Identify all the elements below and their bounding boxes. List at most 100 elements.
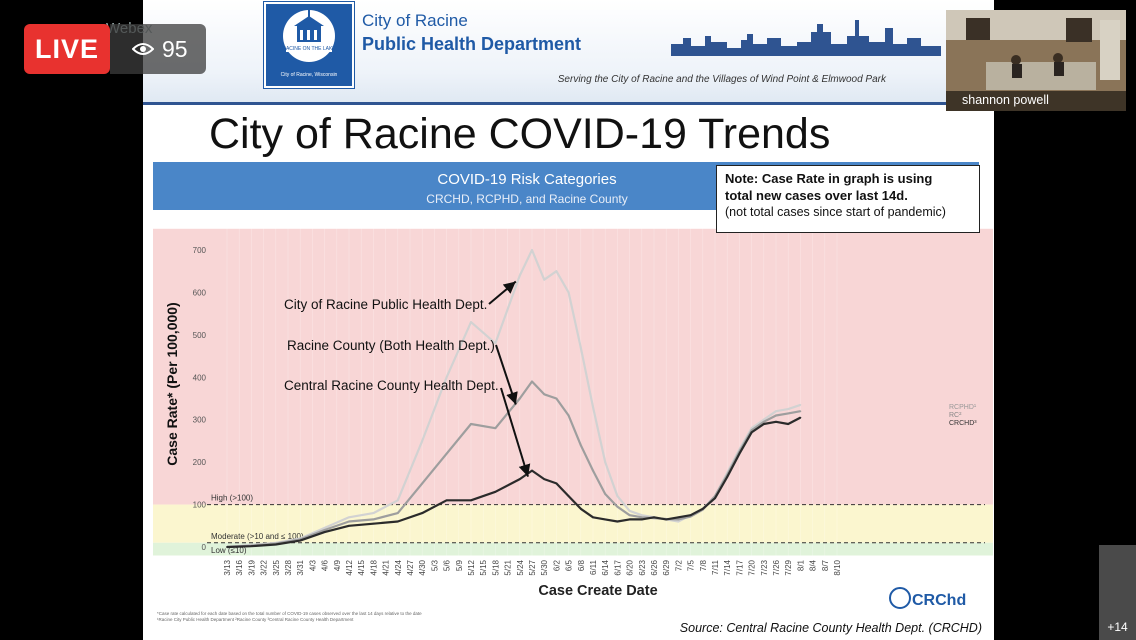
y-tick-label: 500 xyxy=(193,331,207,340)
covid-trend-chart: COVID-19 Risk Categories CRCHD, RCPHD, a… xyxy=(153,162,993,622)
x-tick-label: 7/11 xyxy=(711,559,720,575)
risk-band-2 xyxy=(153,542,993,556)
data-point-crchd xyxy=(628,518,631,521)
x-tick-label: 8/4 xyxy=(809,559,818,571)
x-tick-label: 3/13 xyxy=(223,559,232,575)
data-point-rc xyxy=(628,514,631,517)
data-point-rcphd xyxy=(494,342,497,345)
data-point-rcphd xyxy=(543,278,546,281)
end-label-rc: RC² xyxy=(949,412,962,419)
x-tick-label: 3/25 xyxy=(272,559,281,575)
risk-band-label-1: Moderate (>10 and ≤ 100) xyxy=(211,532,304,541)
risk-bands xyxy=(153,213,993,557)
y-tick-label: 100 xyxy=(193,501,207,510)
data-point-crchd xyxy=(653,516,655,519)
crchd-logo: CRChd xyxy=(889,587,966,609)
data-point-rc xyxy=(592,469,594,472)
slide-header: RACINE ON THE LAKE City of Racine, Wisco… xyxy=(143,0,994,104)
logo-text-bottom: City of Racine, Wisconsin xyxy=(281,72,338,78)
data-point-crchd xyxy=(689,514,692,517)
y-tick-label: 300 xyxy=(193,416,207,425)
slide-title: City of Racine COVID-19 Trends xyxy=(209,110,831,158)
x-tick-label: 6/20 xyxy=(626,559,635,575)
x-tick-label: 7/17 xyxy=(735,559,744,575)
data-point-crchd xyxy=(701,507,704,510)
source-citation: Source: Central Racine County Health Dep… xyxy=(679,621,982,635)
data-point-rcphd xyxy=(445,376,448,379)
data-point-rc xyxy=(787,412,790,415)
data-point-rc xyxy=(396,512,399,514)
data-point-rcphd xyxy=(579,346,582,349)
data-point-crchd xyxy=(274,543,277,546)
data-point-rc xyxy=(323,529,326,531)
data-point-rc xyxy=(494,427,497,430)
x-tick-label: 4/24 xyxy=(394,559,403,575)
data-point-rc xyxy=(518,397,521,400)
y-tick-label: 700 xyxy=(193,246,207,255)
data-point-crchd xyxy=(762,423,765,425)
data-point-rcphd xyxy=(396,499,399,502)
data-point-crchd xyxy=(714,497,716,500)
data-point-crchd xyxy=(323,531,326,534)
y-axis-label: Case Rate* (Per 100,000) xyxy=(164,302,180,465)
chart-title: COVID-19 Risk Categories xyxy=(437,171,616,188)
x-tick-label: 5/6 xyxy=(443,559,452,571)
annotation-crchd: Central Racine County Health Dept. xyxy=(284,378,499,393)
x-tick-label: 5/9 xyxy=(455,559,464,571)
participant-video-tile[interactable]: shannon powell xyxy=(946,10,1126,111)
series-line-crchd xyxy=(226,416,801,549)
data-point-rcphd xyxy=(799,403,802,406)
data-point-rc xyxy=(470,423,472,425)
x-tick-label: 6/14 xyxy=(601,559,610,575)
data-point-rc xyxy=(762,420,765,423)
crchd-logo-text: CRChd xyxy=(912,592,966,609)
chart-subtitle: CRCHD, RCPHD, and Racine County xyxy=(426,192,627,206)
x-axis: 3/13 3/16 3/19 3/22 3/25 3/28 3/31 4/3 4/6 4/9 4/1… xyxy=(223,559,842,575)
x-tick-label: 5/21 xyxy=(504,559,513,575)
x-tick-label: 6/17 xyxy=(613,559,622,575)
data-point-rcphd xyxy=(555,270,558,273)
data-point-rcphd xyxy=(323,527,326,529)
presentation-slide: RACINE ON THE LAKE City of Racine, Wisco… xyxy=(143,0,994,640)
x-tick-label: 7/8 xyxy=(699,559,708,571)
data-point-crchd xyxy=(543,478,546,481)
data-point-crchd xyxy=(738,452,741,455)
x-tick-label: 4/12 xyxy=(345,559,354,575)
data-point-rcphd xyxy=(762,418,765,421)
data-point-rcphd xyxy=(640,514,643,517)
x-tick-label: 3/28 xyxy=(284,559,293,575)
data-point-crchd xyxy=(518,478,521,481)
annotation-arrows xyxy=(488,280,531,477)
data-point-rc xyxy=(677,518,680,521)
data-point-crchd xyxy=(226,546,228,548)
data-point-rcphd xyxy=(348,516,350,519)
risk-band-1 xyxy=(153,504,993,543)
data-point-rc xyxy=(579,444,582,447)
end-label-crchd: CRCHD³ xyxy=(949,420,977,427)
x-tick-label: 3/31 xyxy=(296,559,305,575)
series-lines xyxy=(226,248,802,549)
data-point-rc xyxy=(640,516,643,519)
live-badge: LIVE xyxy=(24,24,110,74)
x-tick-label: 4/9 xyxy=(333,559,342,571)
data-point-rc xyxy=(445,452,448,455)
data-point-crchd xyxy=(787,423,790,425)
data-point-crchd xyxy=(750,431,753,434)
data-point-rc xyxy=(421,482,424,485)
data-point-crchd xyxy=(640,518,643,521)
data-point-rc xyxy=(799,410,802,413)
data-point-rcphd xyxy=(604,461,607,464)
data-point-crchd xyxy=(616,520,619,523)
x-tick-label: 4/15 xyxy=(357,559,366,575)
x-tick-label: 7/29 xyxy=(784,559,793,575)
more-participants-tile[interactable]: +14 xyxy=(1099,545,1136,640)
x-tick-label: 3/19 xyxy=(247,559,256,575)
footnote-2: ¹Racine City Public Health Department ²R… xyxy=(157,617,354,622)
note-line-3: (not total cases since start of pandemic… xyxy=(725,205,946,219)
annotation-arrow-rcphd xyxy=(488,280,517,305)
x-tick-label: 7/14 xyxy=(723,559,732,575)
x-tick-label: 4/27 xyxy=(406,559,415,575)
data-point-crchd xyxy=(775,420,777,423)
x-tick-label: 6/26 xyxy=(650,559,659,575)
